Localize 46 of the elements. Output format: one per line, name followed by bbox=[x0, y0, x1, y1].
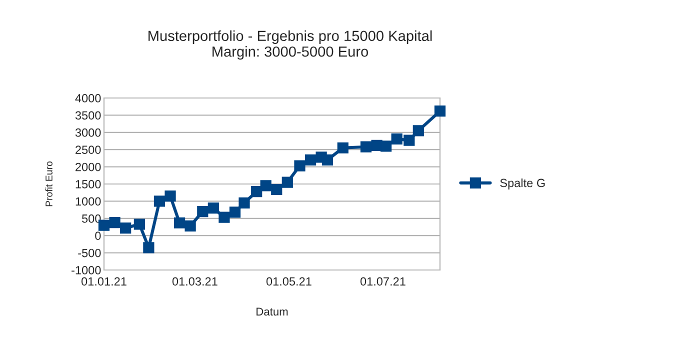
x-tick-label: 01.07.21 bbox=[360, 277, 406, 286]
point bbox=[360, 141, 372, 152]
x-tick-label: 01.01.21 bbox=[81, 277, 126, 286]
y-tick-label: 4000 bbox=[75, 94, 101, 102]
y-tick-label: -1000 bbox=[72, 266, 101, 274]
y-tick-label: 1500 bbox=[76, 180, 101, 188]
point bbox=[412, 125, 424, 136]
point bbox=[154, 196, 166, 207]
point bbox=[208, 202, 219, 214]
y-tick-label: 0 bbox=[95, 232, 101, 240]
point bbox=[229, 206, 241, 218]
point bbox=[380, 140, 392, 152]
point bbox=[304, 154, 316, 166]
point bbox=[271, 184, 282, 196]
y-tick-label: 3000 bbox=[75, 128, 101, 137]
point bbox=[260, 180, 272, 192]
point bbox=[238, 197, 250, 208]
point bbox=[434, 106, 446, 117]
point bbox=[134, 218, 146, 230]
point bbox=[120, 222, 132, 234]
x-tick-label: 01.05.21 bbox=[266, 277, 312, 286]
chart-subtitle: Margin: 3000-5000 Euro bbox=[212, 46, 368, 60]
y-axis-title: Profit Euro bbox=[45, 161, 52, 206]
chart-title: Musterportfolio - Ergebnis pro 15000 Kapital bbox=[148, 30, 432, 44]
point bbox=[282, 176, 293, 188]
point bbox=[337, 142, 348, 154]
point bbox=[164, 190, 176, 202]
point bbox=[251, 186, 262, 198]
point bbox=[294, 160, 306, 172]
point bbox=[143, 242, 154, 254]
point bbox=[174, 217, 186, 228]
y-tick-label: -500 bbox=[78, 248, 101, 258]
x-axis-title: Datum bbox=[256, 308, 288, 316]
y-tick-label: 1000 bbox=[76, 197, 101, 206]
x-tick-label: 01.03.21 bbox=[172, 277, 218, 286]
y-tick-label: 2500 bbox=[76, 146, 101, 154]
point bbox=[322, 154, 334, 166]
point bbox=[109, 216, 120, 228]
y-tick-label: 2000 bbox=[76, 162, 101, 172]
point bbox=[184, 220, 196, 232]
point bbox=[404, 134, 415, 146]
point bbox=[197, 206, 208, 218]
point bbox=[218, 212, 230, 223]
y-tick-label: 3500 bbox=[75, 111, 101, 120]
point bbox=[391, 133, 402, 144]
legend-label: Spalte G bbox=[500, 178, 545, 190]
